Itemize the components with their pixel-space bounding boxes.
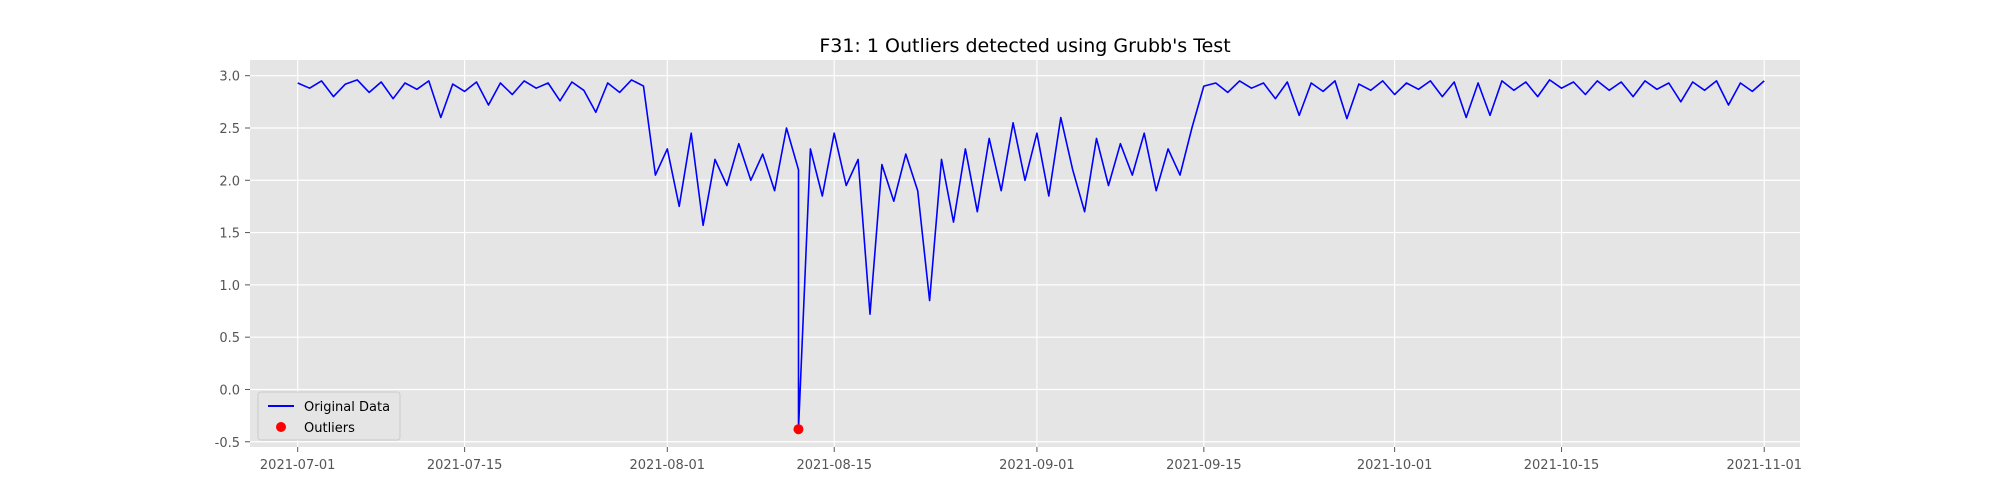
legend: Original Data Outliers bbox=[257, 391, 401, 441]
x-tick-label: 2021-09-15 bbox=[1166, 458, 1242, 473]
x-tick-label: 2021-10-01 bbox=[1357, 458, 1433, 473]
legend-box bbox=[257, 391, 401, 441]
y-tick-label: 0.0 bbox=[219, 383, 240, 398]
x-tick-label: 2021-07-15 bbox=[427, 458, 503, 473]
y-tick-label: 3.0 bbox=[219, 70, 240, 85]
y-tick-label: 2.0 bbox=[219, 174, 240, 189]
series-line-original-data bbox=[297, 79, 1765, 430]
x-axis: 2021-07-01 2021-07-15 2021-08-01 2021-08-15… bbox=[260, 447, 1802, 473]
x-tick-label: 2021-08-01 bbox=[630, 458, 706, 473]
legend-label: Outliers bbox=[304, 421, 355, 436]
grid-lines bbox=[250, 60, 1800, 447]
y-tick-label: -0.5 bbox=[215, 436, 240, 451]
legend-marker-swatch bbox=[276, 422, 286, 432]
y-tick-label: 2.5 bbox=[219, 122, 240, 137]
chart-title: F31: 1 Outliers detected using Grubb's T… bbox=[819, 35, 1230, 57]
x-tick-label: 2021-11-01 bbox=[1726, 458, 1802, 473]
x-tick-label: 2021-09-01 bbox=[999, 458, 1075, 473]
x-tick-label: 2021-10-15 bbox=[1524, 458, 1600, 473]
series-layer bbox=[297, 79, 1765, 435]
y-tick-label: 1.0 bbox=[219, 279, 240, 294]
legend-label: Original Data bbox=[304, 400, 390, 415]
x-tick-label: 2021-08-15 bbox=[796, 458, 872, 473]
x-tick-label: 2021-07-01 bbox=[260, 458, 336, 473]
y-axis: -0.5 0.0 0.5 1.0 1.5 2.0 2.5 3.0 bbox=[215, 70, 250, 451]
y-tick-label: 0.5 bbox=[219, 331, 240, 346]
y-tick-label: 1.5 bbox=[219, 227, 240, 242]
outlier-point bbox=[793, 424, 804, 435]
plot-area bbox=[250, 60, 1800, 447]
